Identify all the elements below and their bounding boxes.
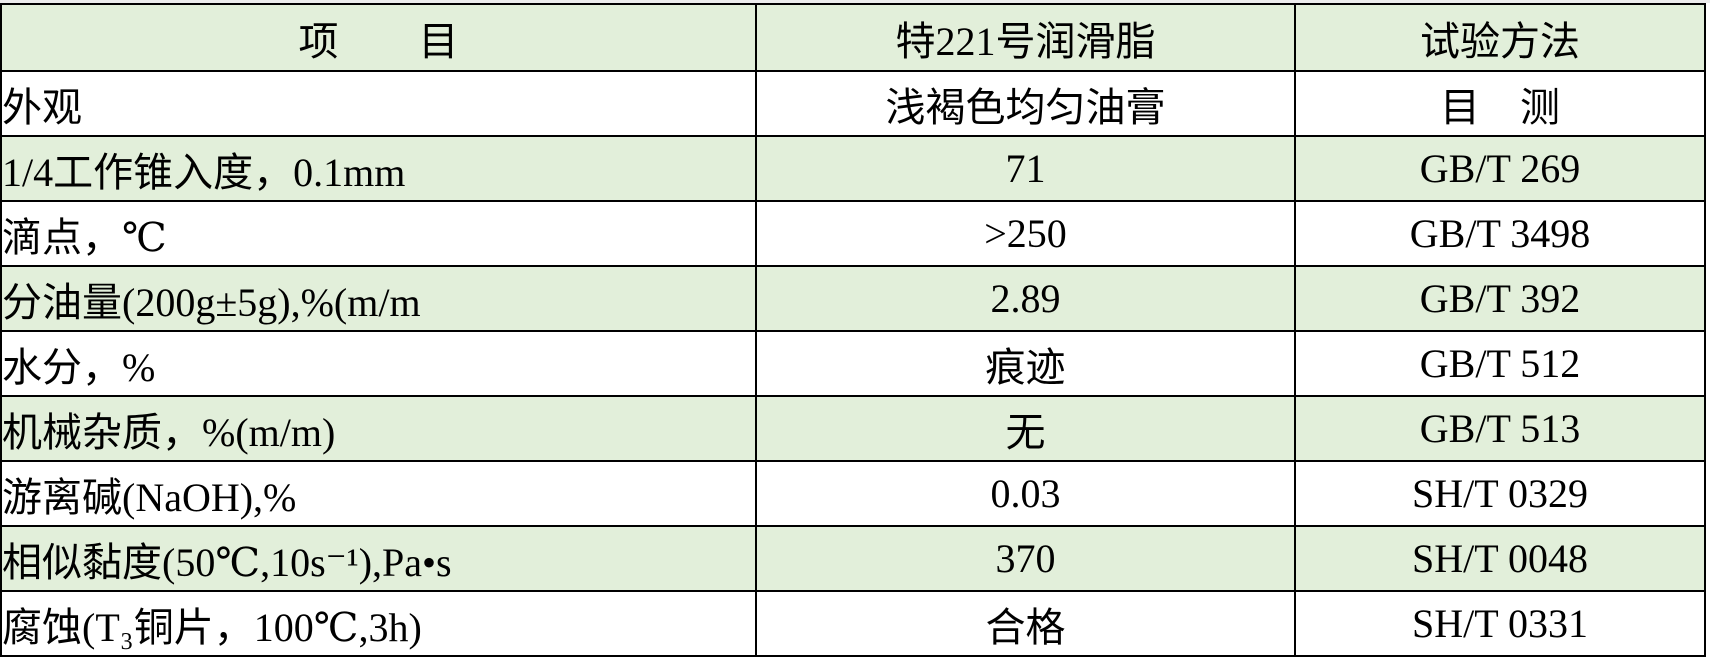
cell-value: 2.89 xyxy=(755,265,1296,332)
cell-value: 71 xyxy=(755,135,1296,202)
cell-method: SH/T 0331 xyxy=(1294,590,1706,657)
table-row: 1/4工作锥入度，0.1mm 71 GB/T 269 xyxy=(0,135,1706,202)
table-row: 分油量(200g±5g),%(m/m 2.89 GB/T 392 xyxy=(0,265,1706,332)
cell-value: 370 xyxy=(755,525,1296,592)
screenshot-top-margin xyxy=(0,0,1710,3)
cell-method: GB/T 513 xyxy=(1294,395,1706,462)
cell-method: GB/T 3498 xyxy=(1294,200,1706,267)
cell-method: GB/T 512 xyxy=(1294,330,1706,397)
grease-spec-table: 项 目 特221号润滑脂 试验方法 外观 浅褐色均匀油膏 目 测 1/4工作锥入… xyxy=(0,3,1706,657)
cell-item: 滴点，℃ xyxy=(0,200,757,267)
cell-item: 外观 xyxy=(0,70,757,137)
cell-method: SH/T 0329 xyxy=(1294,460,1706,527)
cell-value: 合格 xyxy=(755,590,1296,657)
cell-value: 0.03 xyxy=(755,460,1296,527)
cell-method: 目 测 xyxy=(1294,70,1706,137)
cell-item: 分油量(200g±5g),%(m/m xyxy=(0,265,757,332)
header-cell-item: 项 目 xyxy=(0,3,757,72)
cell-item: 游离碱(NaOH),% xyxy=(0,460,757,527)
table-row: 滴点，℃ >250 GB/T 3498 xyxy=(0,200,1706,267)
header-row: 项 目 特221号润滑脂 试验方法 xyxy=(0,3,1706,72)
cell-item: 相似黏度(50℃,10s⁻¹),Pa•s xyxy=(0,525,757,592)
table-row: 外观 浅褐色均匀油膏 目 测 xyxy=(0,70,1706,137)
table-row: 游离碱(NaOH),% 0.03 SH/T 0329 xyxy=(0,460,1706,527)
table-row: 水分，% 痕迹 GB/T 512 xyxy=(0,330,1706,397)
table-row: 腐蚀(T₃铜片，100℃,3h) 合格 SH/T 0331 xyxy=(0,590,1706,657)
cell-item: 1/4工作锥入度，0.1mm xyxy=(0,135,757,202)
cell-item: 水分，% xyxy=(0,330,757,397)
cell-value: 浅褐色均匀油膏 xyxy=(755,70,1296,137)
table-row: 机械杂质，%(m/m) 无 GB/T 513 xyxy=(0,395,1706,462)
cell-method: SH/T 0048 xyxy=(1294,525,1706,592)
cell-value: >250 xyxy=(755,200,1296,267)
cell-value: 痕迹 xyxy=(755,330,1296,397)
cell-item: 腐蚀(T₃铜片，100℃,3h) xyxy=(0,590,757,657)
cell-method: GB/T 392 xyxy=(1294,265,1706,332)
table-row: 相似黏度(50℃,10s⁻¹),Pa•s 370 SH/T 0048 xyxy=(0,525,1706,592)
cell-method: GB/T 269 xyxy=(1294,135,1706,202)
cell-value: 无 xyxy=(755,395,1296,462)
cell-item: 机械杂质，%(m/m) xyxy=(0,395,757,462)
header-cell-value: 特221号润滑脂 xyxy=(755,3,1296,72)
header-cell-method: 试验方法 xyxy=(1294,3,1706,72)
